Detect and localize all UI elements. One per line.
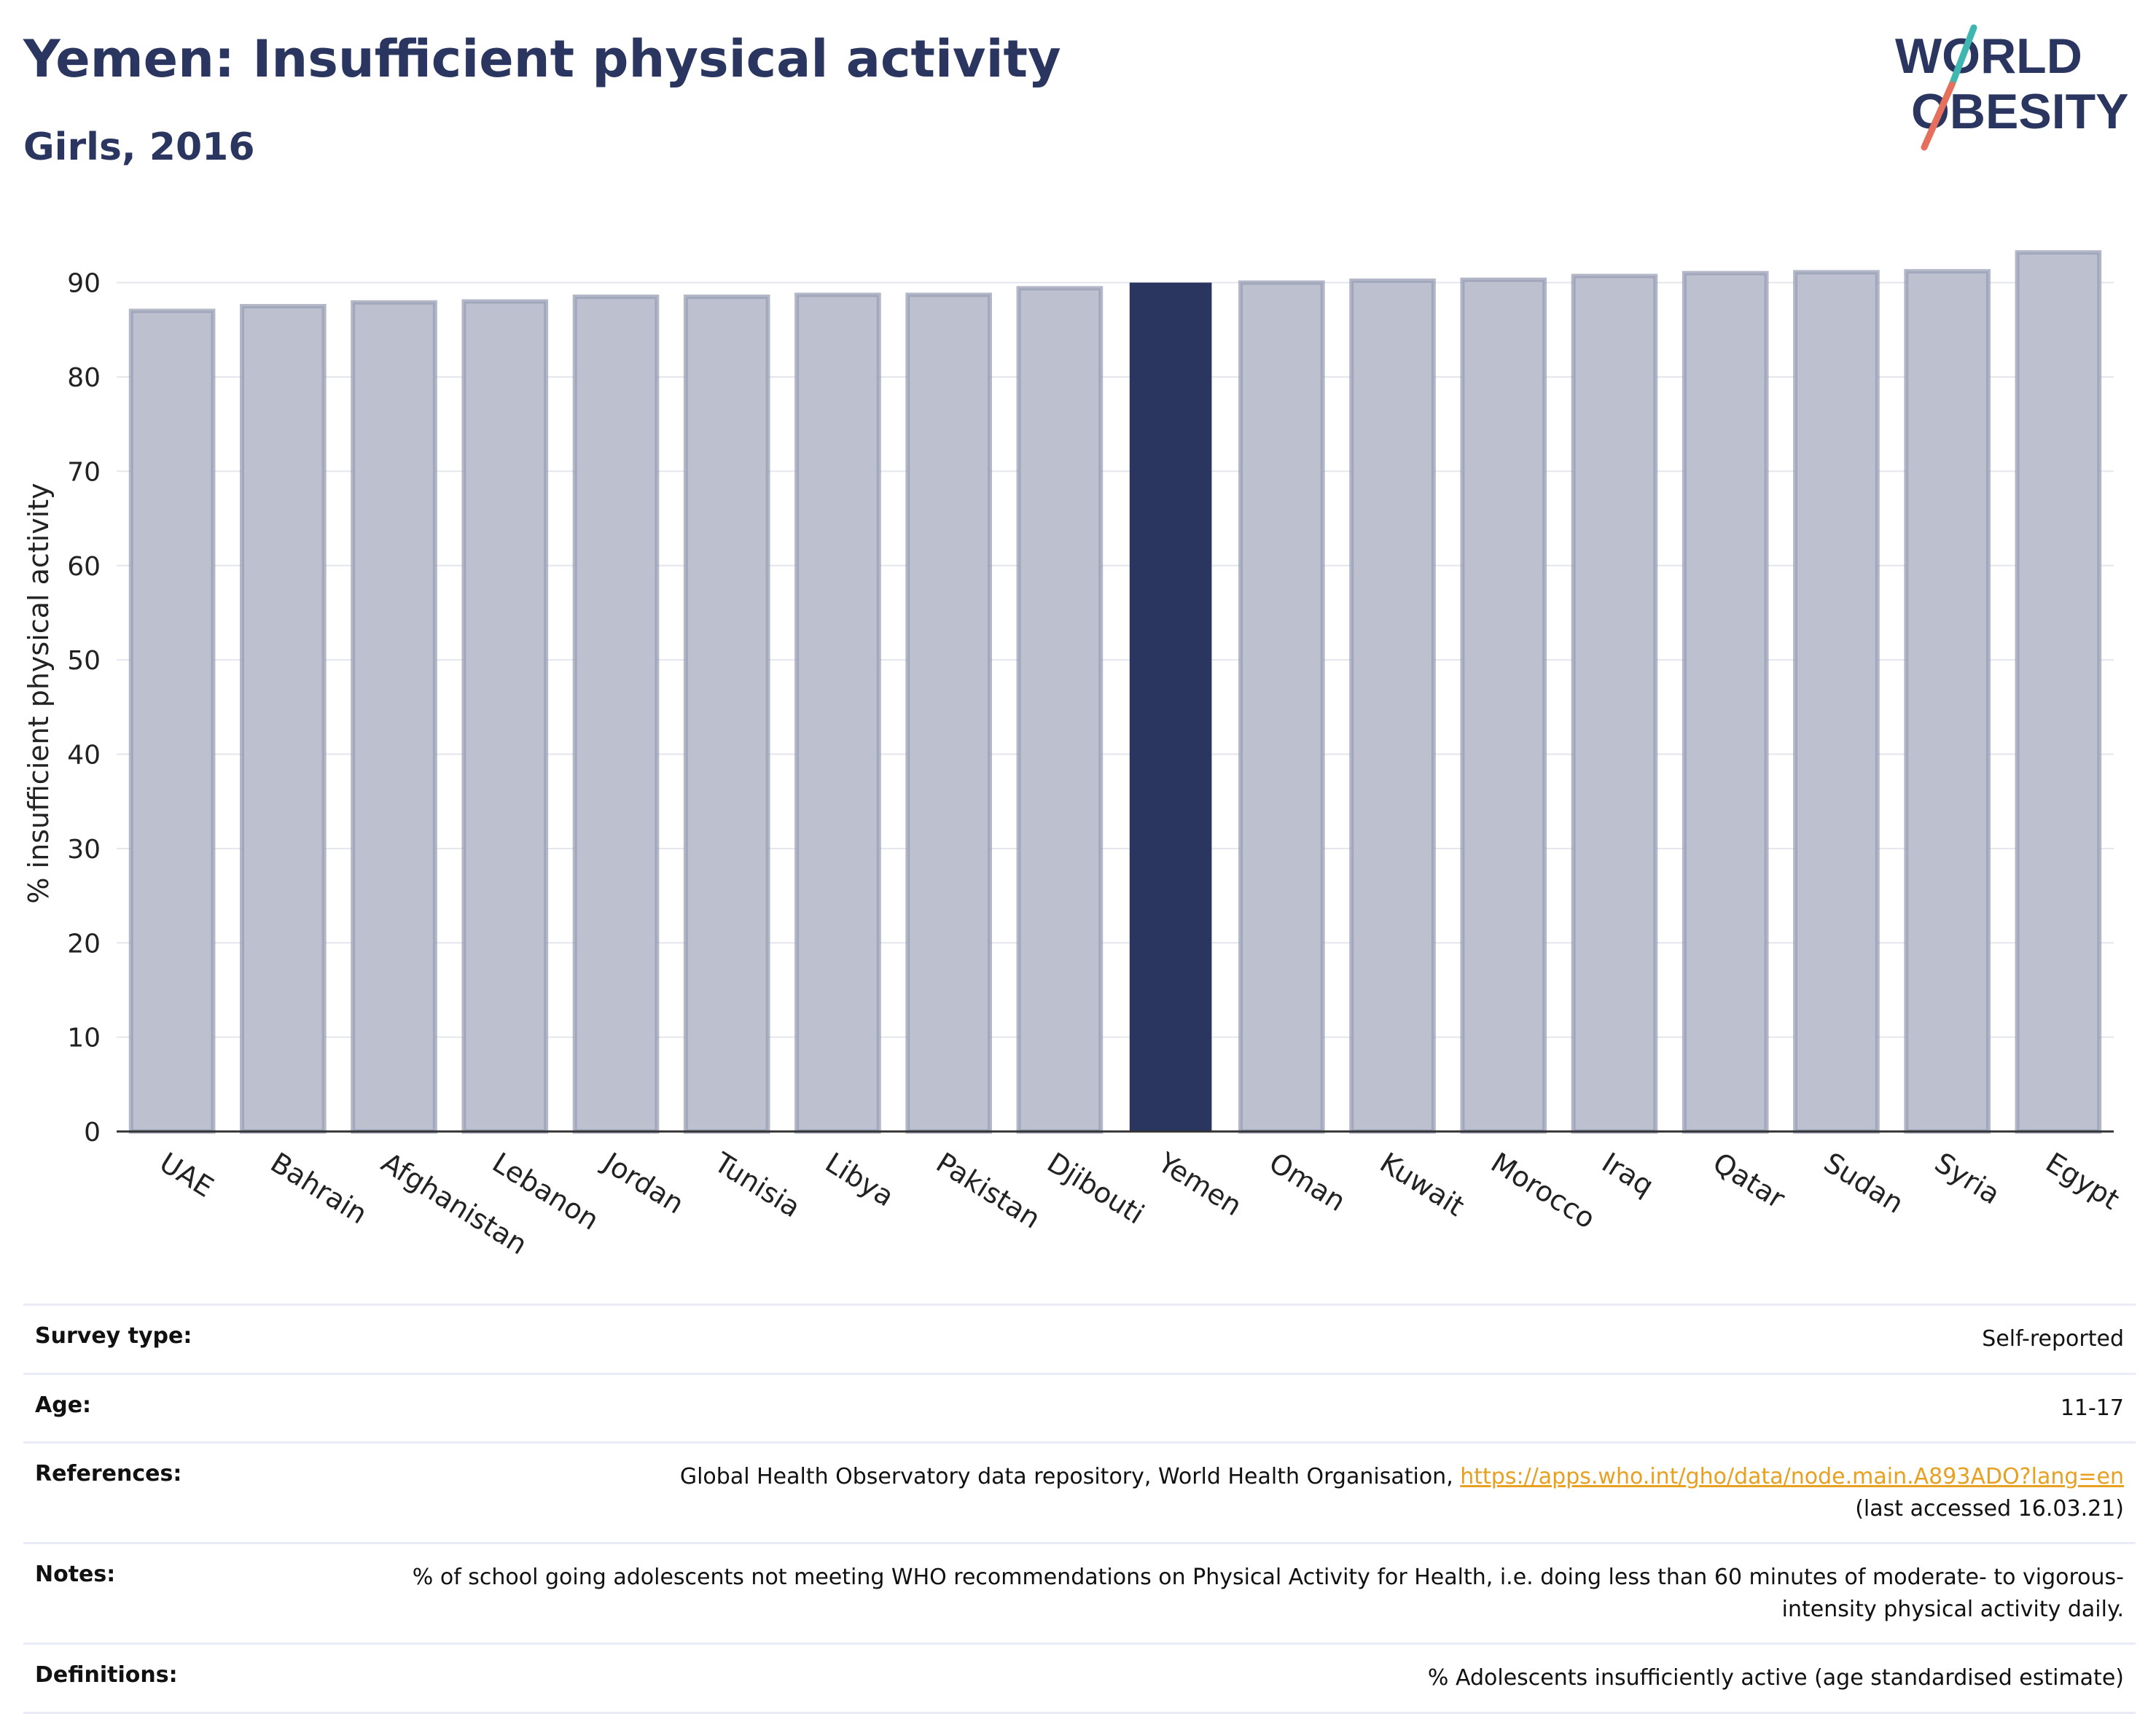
info-row-age: Age: 11-17 [23,1372,2136,1442]
reference-text: Global Health Observatory data repositor… [679,1464,1461,1489]
y-tick-label: 30 [67,835,101,865]
bar-tunisia [683,295,770,1134]
bar-libya [794,292,881,1134]
x-tick-label: Syria [1929,1146,2006,1210]
x-tick-label: Bahrain [265,1146,373,1230]
y-tick-label: 40 [67,741,101,771]
bar-djibouti [1016,286,1104,1134]
x-tick-label: UAE [154,1146,219,1204]
bar-kuwait [1349,278,1436,1134]
y-tick-label: 80 [67,363,101,393]
x-tick-label: Oman [1264,1146,1351,1218]
bar-morocco [1460,277,1547,1134]
bar-sudan [1793,270,1880,1134]
x-tick-label: Egypt [2040,1146,2125,1215]
info-label: Notes: [35,1562,116,1587]
reference-link[interactable]: https://apps.who.int/gho/data/node.main.… [1460,1464,2124,1489]
y-tick-label: 90 [67,269,101,299]
logo-line-1: WORLD [1895,28,2082,84]
bar-jordan [572,295,660,1134]
logo-slash-coral [1921,81,1956,151]
bar-qatar [1682,270,1769,1134]
bar-lebanon [461,299,549,1134]
chart-title: Yemen: Insufficient physical activity [23,29,1061,89]
info-value-references: Global Health Observatory data repositor… [680,1461,2124,1524]
info-row-notes: Notes: % of school going adolescents not… [23,1542,2136,1643]
info-value: 11-17 [2060,1395,2124,1421]
y-tick-label: 20 [67,929,101,959]
y-tick-label: 10 [67,1024,101,1053]
bar-yemen [1129,282,1212,1131]
y-tick-label: 70 [67,457,101,487]
y-tick-label: 60 [67,552,101,582]
info-value: % of school going adolescents not meetin… [412,1565,2124,1622]
bar-afghanistan [351,300,437,1134]
info-row-survey-type: Survey type: Self-reported [23,1304,2136,1373]
reference-accessed: (last accessed 16.03.21) [1855,1495,2124,1522]
x-tick-label: Morocco [1485,1146,1601,1235]
info-row-definitions: Definitions: % Adolescents insufficientl… [23,1643,2136,1714]
x-tick-label: Yemen [1152,1146,1247,1223]
logo-slash-teal [1948,24,1977,88]
y-tick-label: 50 [67,646,101,676]
bar-oman [1238,280,1325,1134]
bar-layer [128,250,2102,1134]
x-tick-label: Iraq [1596,1146,1659,1202]
bar-iraq [1571,273,1658,1134]
x-tick-label: Pakistan [931,1146,1046,1235]
bar-pakistan [905,292,992,1134]
info-row-references: References: Global Health Observatory da… [23,1441,2136,1542]
chart-subtitle: Girls, 2016 [23,125,255,169]
info-label: Survey type: [35,1323,192,1349]
y-axis-label: % insufficient physical activity [23,483,55,903]
x-tick-label: Kuwait [1375,1146,1470,1223]
bar-uae [128,308,216,1134]
info-label: Age: [35,1392,92,1418]
bar-egypt [2015,250,2102,1134]
x-tick-label: Jordan [597,1145,690,1220]
world-obesity-logo: WORLD OBESITY [1895,24,2129,151]
x-tick-label: Libya [820,1146,899,1212]
info-label: References: [35,1461,182,1487]
bar-bahrain [240,303,327,1134]
x-tick-label: Qatar [1707,1146,1790,1215]
grid-layer [117,281,2114,1038]
x-tick-label: Djibouti [1042,1146,1149,1230]
logo-line-2: OBESITY [1911,84,2129,139]
info-table: Survey type: Self-reported Age: 11-17 Re… [23,1304,2136,1714]
info-label: Definitions: [35,1662,178,1688]
x-tick-label: Sudan [1819,1146,1910,1220]
info-value: Self-reported [1982,1326,2124,1352]
bar-syria [1904,269,1991,1134]
y-tick-label: 0 [84,1118,101,1148]
info-value: % Adolescents insufficiently active (age… [1427,1665,2124,1691]
x-tick-label: Tunisia [708,1146,806,1224]
